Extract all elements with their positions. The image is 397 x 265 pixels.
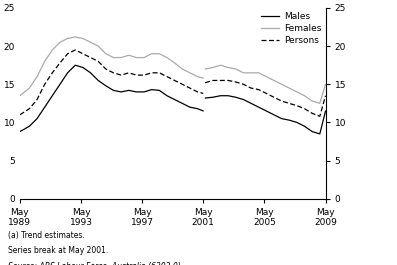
Text: (a) Trend estimates.: (a) Trend estimates. [8, 231, 85, 240]
Legend: Males, Females, Persons: Males, Females, Persons [261, 12, 321, 45]
Text: Series break at May 2001.: Series break at May 2001. [8, 246, 108, 255]
Text: Source: ABS Labour Force, Australia (6202.0).: Source: ABS Labour Force, Australia (620… [8, 262, 183, 265]
